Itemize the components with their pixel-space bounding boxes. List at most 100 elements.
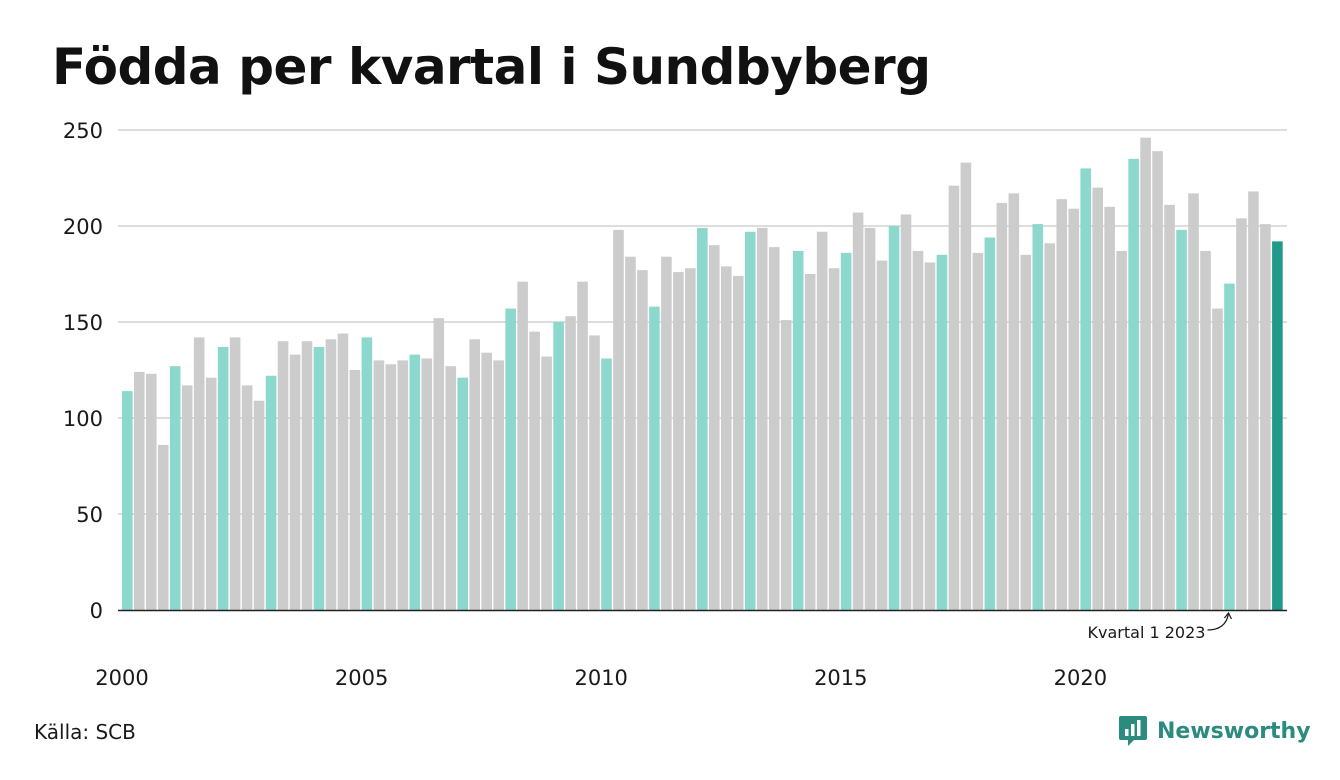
bar: [409, 354, 421, 610]
bar: [637, 270, 648, 610]
bar: [924, 262, 936, 610]
bar: [181, 385, 193, 610]
bar: [421, 358, 433, 610]
chart-title: Födda per kvartal i Sundbyberg: [52, 38, 931, 96]
bar: [553, 322, 564, 610]
bar: [1260, 224, 1271, 610]
bar: [505, 308, 516, 610]
bar-chart: 0 50 100 150 200 250 2000 2005 2010 2015 2020 Kva…: [63, 119, 1287, 690]
bars: [122, 137, 1283, 611]
bar: [912, 250, 924, 610]
bar: [828, 268, 840, 610]
brand-name: Newsworthy: [1157, 718, 1311, 744]
bar: [445, 366, 457, 610]
bar: [744, 231, 756, 610]
bar: [373, 360, 385, 610]
annotation-arrow: [1207, 613, 1230, 631]
x-tick-label: 2020: [1054, 666, 1107, 690]
bar: [864, 227, 876, 611]
bar: [900, 214, 912, 611]
bar: [517, 281, 528, 610]
bar: [1152, 151, 1163, 610]
bar: [780, 320, 792, 610]
bar: [816, 231, 828, 610]
bar: [361, 337, 373, 610]
bar: [960, 162, 972, 610]
bar: [217, 346, 229, 610]
bar: [265, 375, 277, 610]
x-axis-ticks: 2000 2005 2010 2015 2020: [95, 666, 1107, 690]
bar: [792, 250, 804, 610]
bar: [229, 337, 241, 610]
bar: [469, 339, 481, 610]
bar: [301, 341, 313, 610]
x-tick-label: 2015: [814, 666, 867, 690]
bar: [565, 316, 576, 610]
bar: [1176, 229, 1187, 610]
bar: [1104, 206, 1115, 611]
bar: [1164, 204, 1175, 610]
bar: [1224, 283, 1235, 610]
bar: [1044, 243, 1056, 610]
bar: [481, 352, 492, 610]
bar: [145, 373, 157, 610]
bar: [685, 268, 696, 610]
bar: [709, 245, 720, 610]
bar: [541, 356, 552, 610]
bar: [529, 331, 540, 610]
bar: [1080, 168, 1091, 610]
bar: [1272, 241, 1283, 611]
bar: [1236, 218, 1247, 610]
y-tick-label: 100: [63, 407, 103, 431]
bar: [936, 254, 948, 611]
brand-logo: Newsworthy: [1118, 714, 1311, 748]
bar: [1068, 208, 1080, 610]
annotation-arrowhead: [1223, 611, 1232, 620]
bar: [133, 371, 145, 610]
bar: [1056, 199, 1068, 610]
bar: [876, 260, 888, 610]
bar: [768, 247, 780, 610]
bar: [577, 281, 588, 610]
bar: [277, 341, 289, 610]
bar: [1092, 187, 1103, 610]
bar: [493, 360, 504, 610]
bar: [1116, 250, 1127, 610]
bar: [241, 385, 253, 610]
x-tick-label: 2000: [95, 666, 148, 690]
bar: [169, 366, 181, 610]
bar: [1020, 254, 1032, 611]
bar: [1140, 137, 1151, 610]
bar: [457, 377, 469, 610]
bar: [613, 229, 624, 610]
bar: [205, 377, 217, 610]
annotation-label: Kvartal 1 2023: [1088, 623, 1206, 642]
bar: [349, 370, 361, 610]
bar: [888, 226, 900, 610]
newsworthy-logo-icon: [1119, 716, 1147, 746]
bar: [397, 360, 409, 610]
x-tick-label: 2005: [335, 666, 388, 690]
bar: [1008, 193, 1020, 611]
bar: [804, 274, 816, 610]
bar: [1200, 250, 1211, 610]
y-axis-ticks: 0 50 100 150 200 250: [63, 119, 103, 623]
bar: [697, 227, 708, 611]
bar: [385, 364, 397, 610]
x-tick-label: 2010: [574, 666, 627, 690]
bar: [661, 256, 672, 610]
bar: [721, 266, 732, 610]
bar: [313, 346, 325, 610]
bar: [732, 275, 744, 610]
bar: [1032, 224, 1044, 610]
bar: [984, 237, 996, 610]
y-tick-label: 0: [90, 599, 103, 623]
bar: [673, 272, 684, 610]
bar: [601, 358, 612, 610]
bar: [972, 252, 984, 610]
y-tick-label: 50: [76, 503, 103, 527]
bar: [433, 318, 445, 610]
bar: [996, 202, 1008, 610]
bar: [948, 185, 960, 610]
bar: [337, 333, 349, 610]
